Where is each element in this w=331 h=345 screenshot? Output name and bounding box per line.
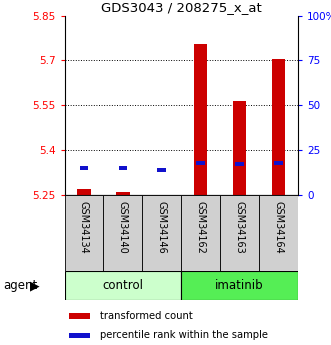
Text: GSM34162: GSM34162	[196, 201, 206, 254]
Bar	[65, 271, 181, 300]
Text: GSM34163: GSM34163	[235, 201, 245, 254]
Text: agent: agent	[3, 279, 37, 292]
Bar	[155, 195, 168, 196]
Bar	[69, 333, 90, 338]
Bar	[274, 161, 283, 165]
Text: GSM34134: GSM34134	[79, 201, 89, 254]
Text: GSM34146: GSM34146	[157, 201, 167, 254]
Bar	[65, 195, 103, 271]
Bar	[272, 59, 285, 195]
Bar	[194, 44, 208, 195]
Bar	[116, 192, 130, 195]
Bar	[77, 189, 91, 195]
Text: imatinib: imatinib	[215, 279, 264, 292]
Title: GDS3043 / 208275_x_at: GDS3043 / 208275_x_at	[101, 1, 261, 14]
Bar	[103, 195, 142, 271]
Bar	[80, 166, 88, 170]
Bar	[196, 161, 205, 165]
Bar	[69, 313, 90, 319]
Bar	[220, 195, 259, 271]
Text: transformed count: transformed count	[100, 311, 192, 321]
Bar	[233, 101, 246, 195]
Bar	[235, 162, 244, 166]
Text: control: control	[102, 279, 143, 292]
Text: ▶: ▶	[30, 279, 40, 292]
Bar	[259, 195, 298, 271]
Text: GSM34140: GSM34140	[118, 201, 128, 254]
Bar	[181, 271, 298, 300]
Bar	[118, 166, 127, 170]
Bar	[142, 195, 181, 271]
Bar	[158, 168, 166, 172]
Text: GSM34164: GSM34164	[273, 201, 283, 254]
Text: percentile rank within the sample: percentile rank within the sample	[100, 330, 267, 340]
Bar	[181, 195, 220, 271]
